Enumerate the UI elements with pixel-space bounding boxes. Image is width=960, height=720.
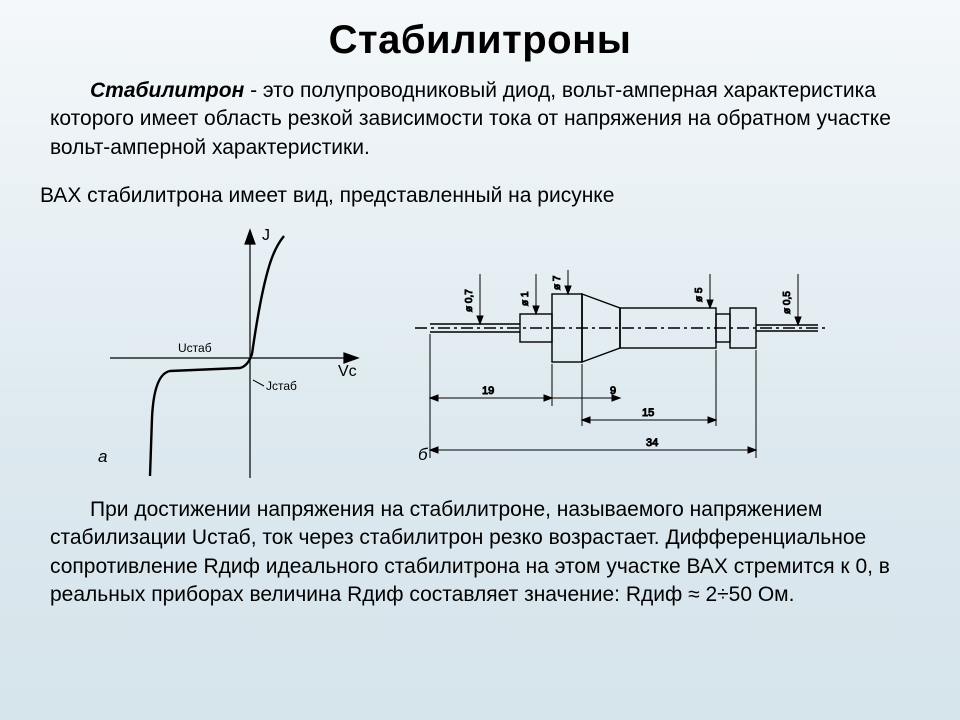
dim-9: 9 <box>610 385 616 397</box>
j-stab-label: Jстаб <box>266 379 297 393</box>
vax-chart-svg: J Vс Uстаб Jстаб а <box>70 218 370 478</box>
def-term: Стабилитрон <box>90 79 244 102</box>
fig-b-label: б <box>418 445 429 464</box>
vax-caption: ВАХ стабилитрона имеет вид, представленн… <box>40 184 920 208</box>
definition-paragraph: Стабилитрон - это полупроводниковый диод… <box>50 77 910 162</box>
y-axis-label: J <box>262 227 270 244</box>
fig-a-label: а <box>98 447 107 466</box>
dim-d5: ø 5 <box>694 287 705 302</box>
dim-34: 34 <box>646 437 658 449</box>
dim-d05: ø 0,5 <box>782 291 793 314</box>
mech-drawing-svg: ø 0,7 ø 1 ø 7 ø 5 ø 0,5 <box>410 248 840 478</box>
slide: Стабилитроны Стабилитрон - это полупрово… <box>0 0 960 720</box>
body-paragraph: При достижении напряжения на стабилитрон… <box>50 496 910 609</box>
dim-d7: ø 7 <box>552 275 563 290</box>
u-stab-label: Uстаб <box>178 341 212 355</box>
dim-19: 19 <box>482 385 494 397</box>
dim-15: 15 <box>642 407 654 419</box>
dim-d07: ø 0,7 <box>464 289 475 312</box>
page-title: Стабилитроны <box>40 18 920 63</box>
x-axis-label: Vс <box>338 363 357 380</box>
figure-b: ø 0,7 ø 1 ø 7 ø 5 ø 0,5 <box>410 248 840 483</box>
figure-row: J Vс Uстаб Jстаб а <box>40 218 920 478</box>
dim-d1: ø 1 <box>520 291 531 306</box>
figure-a: J Vс Uстаб Jстаб а <box>70 218 370 483</box>
